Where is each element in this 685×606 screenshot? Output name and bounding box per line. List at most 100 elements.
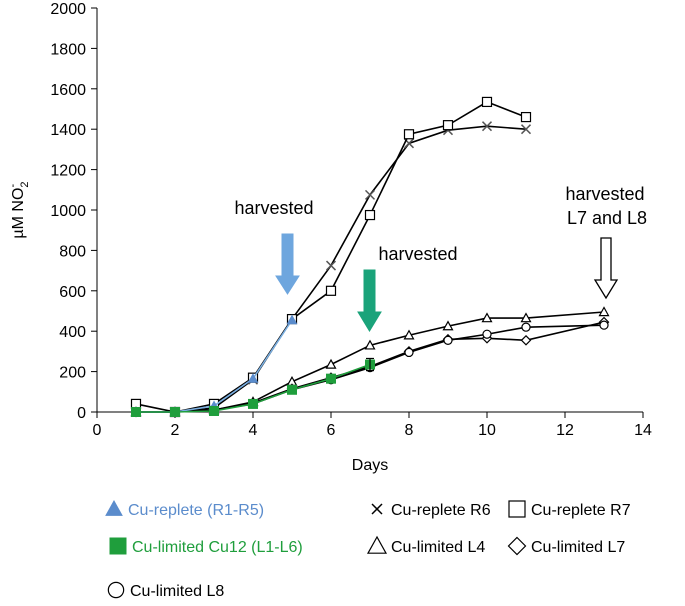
y-tick-label: 1800 (50, 41, 86, 58)
marker-shape (105, 499, 123, 516)
data-point-l4 (325, 358, 337, 369)
marker-shape (443, 335, 453, 345)
marker-shape (170, 407, 180, 417)
y-axis-title-main: µM NO (10, 188, 27, 239)
harvest-label-3-line1: harvested (565, 184, 644, 204)
marker-shape (598, 306, 610, 317)
data-point-l8 (599, 320, 609, 330)
harvest-label-1: harvested (234, 198, 313, 218)
x-axis-title: Days (352, 457, 388, 474)
legend-item: Cu-limited Cu12 (L1-L6) (109, 537, 303, 556)
down-arrow-icon (593, 237, 619, 300)
legend-label: Cu-limited Cu12 (L1-L6) (132, 539, 303, 556)
y-tick-label: 400 (59, 324, 86, 341)
marker-shape (520, 334, 532, 346)
legend-label: Cu-limited L7 (531, 539, 625, 556)
legend-label: Cu-limited L8 (130, 583, 224, 600)
y-tick-label: 1400 (50, 122, 86, 139)
marker-shape (131, 407, 141, 417)
x-tick-label: 4 (249, 422, 258, 439)
series-line-r6 (136, 125, 527, 413)
marker-shape (404, 347, 414, 358)
legend-label: Cu-limited L4 (391, 539, 485, 556)
marker-shape (287, 384, 297, 395)
marker-shape (248, 398, 258, 409)
error-bar (366, 357, 374, 372)
marker-shape (520, 111, 532, 123)
marker-shape (209, 405, 219, 416)
legend-marker (109, 537, 127, 555)
data-point-r7 (481, 96, 493, 108)
data-point-limited (131, 407, 141, 417)
x-tick-label: 0 (93, 422, 102, 439)
down-arrow-icon (357, 269, 382, 332)
marker-shape (508, 500, 526, 518)
marker-shape (286, 314, 298, 325)
legend-marker (105, 499, 123, 516)
marker-shape (366, 535, 388, 554)
legend-item: Cu-replete R6 (371, 502, 491, 519)
y-tick-label: 1200 (50, 163, 86, 180)
y-axis-title-sup: - (7, 183, 19, 187)
y-tick-label: 600 (59, 284, 86, 301)
x-tick-label: 12 (556, 422, 574, 439)
legend-label: Cu-replete (R1-R5) (128, 502, 264, 519)
legend-label: Cu-replete R7 (531, 502, 631, 519)
data-point-l8 (482, 329, 492, 339)
marker-shape (403, 129, 415, 140)
data-point-limited (209, 405, 219, 416)
legend-marker (507, 536, 527, 556)
marker-shape (326, 373, 336, 384)
data-point-r6 (520, 124, 532, 135)
data-point-l4 (598, 306, 610, 317)
data-point-r7 (442, 120, 454, 131)
marker-shape (247, 373, 259, 383)
data-point-r6 (481, 121, 493, 132)
marker-stroke (403, 138, 415, 149)
marker-shape (109, 537, 127, 555)
data-point-r7 (403, 129, 415, 140)
data-point-l4 (403, 329, 415, 340)
data-point-l4 (364, 339, 376, 350)
legend-item: Cu-replete (R1-R5) (105, 499, 264, 519)
y-tick-label: 2000 (50, 1, 86, 18)
x-tick-label: 8 (405, 422, 414, 439)
marker-shape (325, 285, 337, 296)
marker-shape (520, 312, 532, 323)
legend-marker (107, 581, 125, 599)
marker-stroke (481, 121, 493, 132)
data-point-replete (286, 314, 298, 325)
harvest-label-3-line2: L7 and L8 (567, 208, 647, 228)
harvest-arrow-3 (593, 237, 619, 300)
legend-marker (371, 503, 383, 515)
data-point-l8 (521, 322, 531, 332)
data-point-replete (247, 373, 259, 383)
series-replete (130, 314, 298, 417)
marker-shape (107, 581, 125, 599)
marker-shape (481, 312, 493, 323)
data-point-l4 (442, 320, 454, 331)
data-point-limited (170, 407, 180, 417)
x-tick-label: 10 (478, 422, 496, 439)
marker-shape (482, 329, 492, 339)
legend-item: Cu-limited L8 (107, 581, 224, 600)
legend-marker (508, 500, 526, 518)
marker-shape (599, 320, 609, 330)
legend-item: Cu-replete R7 (508, 500, 631, 519)
x-tick-label: 6 (327, 422, 336, 439)
marker-shape (442, 320, 454, 331)
data-point-l4 (481, 312, 493, 323)
y-axis-title: µM NO2- (7, 181, 31, 238)
harvest-arrow-2 (357, 269, 382, 332)
down-arrow-icon (275, 233, 300, 295)
x-tick-label: 2 (171, 422, 180, 439)
data-point-l7 (520, 334, 532, 346)
legend-label: Cu-replete R6 (391, 502, 491, 519)
series-limited (131, 359, 375, 417)
marker-shape (325, 358, 337, 369)
series-r6 (130, 121, 532, 418)
marker-stroke (364, 189, 376, 200)
marker-shape (481, 96, 493, 108)
data-point-r7 (364, 209, 376, 221)
data-point-limited (287, 384, 297, 395)
